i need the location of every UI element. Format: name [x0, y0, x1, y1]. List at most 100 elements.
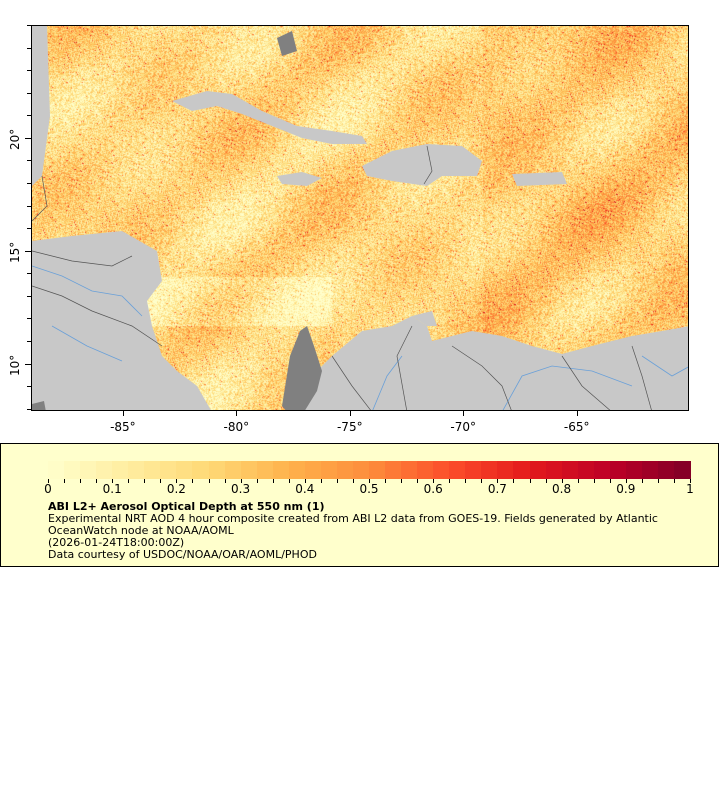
legend-panel: 0 0.1 0.2 0.3 0.4 0.5 0.6 0.7 0.8 0.9 1 ABI L2+ Ae…: [0, 443, 719, 567]
colorbar-step: [256, 461, 274, 479]
colorbar-tick: [577, 479, 579, 483]
colorbar-step: [529, 461, 547, 479]
colorbar-tick: [449, 479, 451, 483]
x-tick-label: -85°: [110, 420, 136, 434]
colorbar-step: [657, 461, 676, 479]
colorbar-step: [433, 461, 451, 479]
colorbar-step: [320, 461, 339, 479]
y-minor-tick: [27, 205, 31, 207]
y-minor-tick: [27, 70, 31, 72]
y-minor-tick: [27, 408, 31, 410]
colorbar-tick: [673, 479, 675, 483]
colorbar-step: [625, 461, 644, 479]
colorbar-step: [465, 461, 483, 479]
colorbar-step: [385, 461, 403, 479]
colorbar-tick: [625, 479, 627, 483]
colorbar-tick: [256, 479, 258, 483]
colorbar-step: [176, 461, 194, 479]
colorbar-step: [96, 461, 114, 479]
colorbar-step: [513, 461, 531, 479]
jamaica: [277, 172, 322, 186]
x-tick-label: -75°: [336, 420, 363, 434]
y-minor-tick: [27, 47, 31, 49]
colorbar-step: [112, 461, 130, 479]
colorbar-step: [208, 461, 226, 479]
y-minor-tick: [27, 228, 31, 230]
colorbar-tick: [240, 479, 242, 483]
y-minor-tick: [27, 183, 31, 184]
puerto-rico: [512, 172, 567, 186]
legend-description: Experimental NRT AOD 4 hour composite cr…: [48, 512, 658, 537]
colorbar-tick-label: 0.7: [487, 482, 507, 496]
hispaniola: [362, 144, 482, 186]
colorbar-tick-label: 0.6: [423, 482, 443, 496]
colorbar-tick-label: 0: [44, 482, 52, 496]
x-tick: [576, 411, 578, 416]
colorbar-tick-label: 0.2: [166, 482, 186, 496]
legend-title: ABI L2+ Aerosol Optical Depth at 550 nm …: [48, 500, 325, 513]
y-minor-tick: [27, 295, 31, 297]
colorbar-tick: [352, 479, 354, 483]
colorbar-tick: [369, 479, 370, 483]
x-tick: [463, 411, 465, 416]
colorbar-step: [401, 461, 419, 479]
colorbar-step: [369, 461, 387, 479]
colorbar-tick: [224, 479, 226, 483]
colorbar-tick: [272, 479, 274, 483]
y-minor-tick: [27, 115, 31, 117]
colorbar-step: [449, 461, 467, 479]
colorbar-tick: [144, 479, 146, 483]
colorbar-tick: [176, 479, 178, 483]
colorbar-tick: [657, 479, 659, 483]
y-minor-tick: [27, 341, 31, 343]
cuba: [172, 91, 367, 144]
colorbar-tick-label: 0.5: [359, 482, 379, 496]
y-minor-tick: [27, 25, 31, 26]
colorbar-tick: [465, 479, 467, 483]
colorbar-step: [224, 461, 242, 479]
colorbar: [48, 461, 692, 479]
legend-credit: Data courtesy of USDOC/NOAA/OAR/AOML/PHO…: [48, 548, 317, 561]
colorbar-tick: [401, 479, 403, 483]
yucatan: [32, 26, 50, 186]
colorbar-step: [609, 461, 628, 479]
colorbar-tick: [64, 479, 66, 483]
y-minor-tick: [27, 92, 31, 94]
y-tick-label: 15°: [8, 241, 22, 263]
colorbar-step: [304, 461, 323, 479]
x-tick-label: -70°: [450, 420, 477, 434]
colorbar-tick: [593, 479, 595, 483]
colorbar-tick: [208, 479, 210, 483]
x-tick: [236, 411, 238, 416]
y-tick: [25, 363, 31, 365]
colorbar-step: [80, 461, 98, 479]
colorbar-tick: [320, 479, 322, 483]
colorbar-tick: [497, 479, 499, 483]
y-tick: [25, 250, 31, 252]
y-minor-tick: [27, 160, 31, 162]
colorbar-step: [673, 461, 692, 479]
no-data-region: [282, 326, 322, 410]
colorbar-tick: [609, 479, 611, 483]
colorbar-tick: [529, 479, 531, 483]
y-tick-label: 10°: [8, 354, 22, 376]
central-america: [32, 231, 211, 410]
colorbar-tick: [160, 479, 162, 483]
colorbar-tick: [561, 479, 563, 483]
colorbar-tick: [192, 479, 194, 483]
colorbar-tick: [690, 479, 691, 483]
colorbar-step: [481, 461, 499, 479]
colorbar-tick: [96, 479, 98, 483]
colorbar-step: [497, 461, 515, 479]
colorbar-tick: [513, 479, 515, 483]
colorbar-tick: [545, 479, 547, 483]
land-overlay: [32, 26, 688, 410]
colorbar-step: [577, 461, 595, 479]
colorbar-step: [64, 461, 82, 479]
aod-map[interactable]: [31, 25, 689, 411]
south-america: [302, 316, 688, 410]
colorbar-step: [593, 461, 612, 479]
colorbar-tick-label: 0.8: [552, 482, 572, 496]
colorbar-tick: [112, 479, 114, 483]
legend-time: (2026-01-24T18:00:00Z): [48, 536, 185, 549]
